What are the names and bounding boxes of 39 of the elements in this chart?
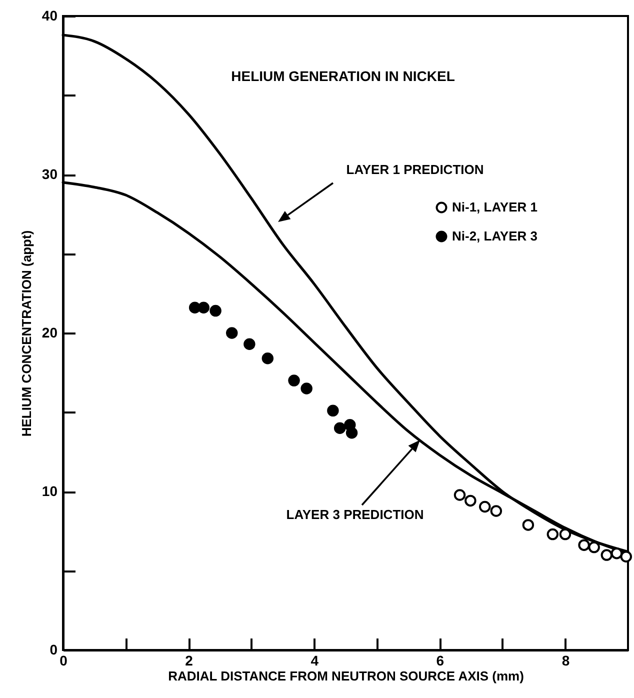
point [346,426,358,439]
legend-label: Ni-2, LAYER 3 [452,228,538,244]
point [464,494,476,507]
point [600,549,613,561]
point [334,422,346,434]
point [226,327,238,339]
point [578,539,590,551]
y-tick-label: 0 [50,642,58,658]
y-tick-label: 10 [42,483,58,499]
point [198,302,210,314]
point [588,541,600,554]
point [244,338,256,350]
text: HELIUM GENERATION IN NICKEL [231,68,456,84]
x-axis-title: RADIAL DISTANCE FROM NEUTRON SOURCE AXIS (mm) [168,668,524,684]
point [610,547,623,560]
x-tick-label: 8 [562,652,570,668]
point [490,505,502,517]
point [546,528,559,540]
x-tick-label: 6 [436,652,444,668]
y-tick-label: 20 [42,324,58,340]
y-tick-label: 30 [42,166,58,182]
point [522,519,534,531]
y-axis-title: HELIUM CONCENTRATION (appt) [18,230,34,437]
point [454,489,466,501]
annotation: LAYER 1 PREDICTION [346,162,484,177]
y-tick-label: 40 [42,8,58,24]
point [300,382,312,394]
point [559,528,572,540]
x-tick-label: 0 [60,652,68,668]
point [620,550,632,563]
point [288,374,300,386]
point [478,500,491,513]
point [327,404,339,417]
legend-label: Ni-1, LAYER 1 [452,200,538,214]
annotation: LAYER 3 PREDICTION [286,507,424,522]
x-tick-label: 2 [185,652,194,668]
point [210,304,222,317]
x-tick-label: 4 [310,652,319,668]
point [262,352,274,364]
